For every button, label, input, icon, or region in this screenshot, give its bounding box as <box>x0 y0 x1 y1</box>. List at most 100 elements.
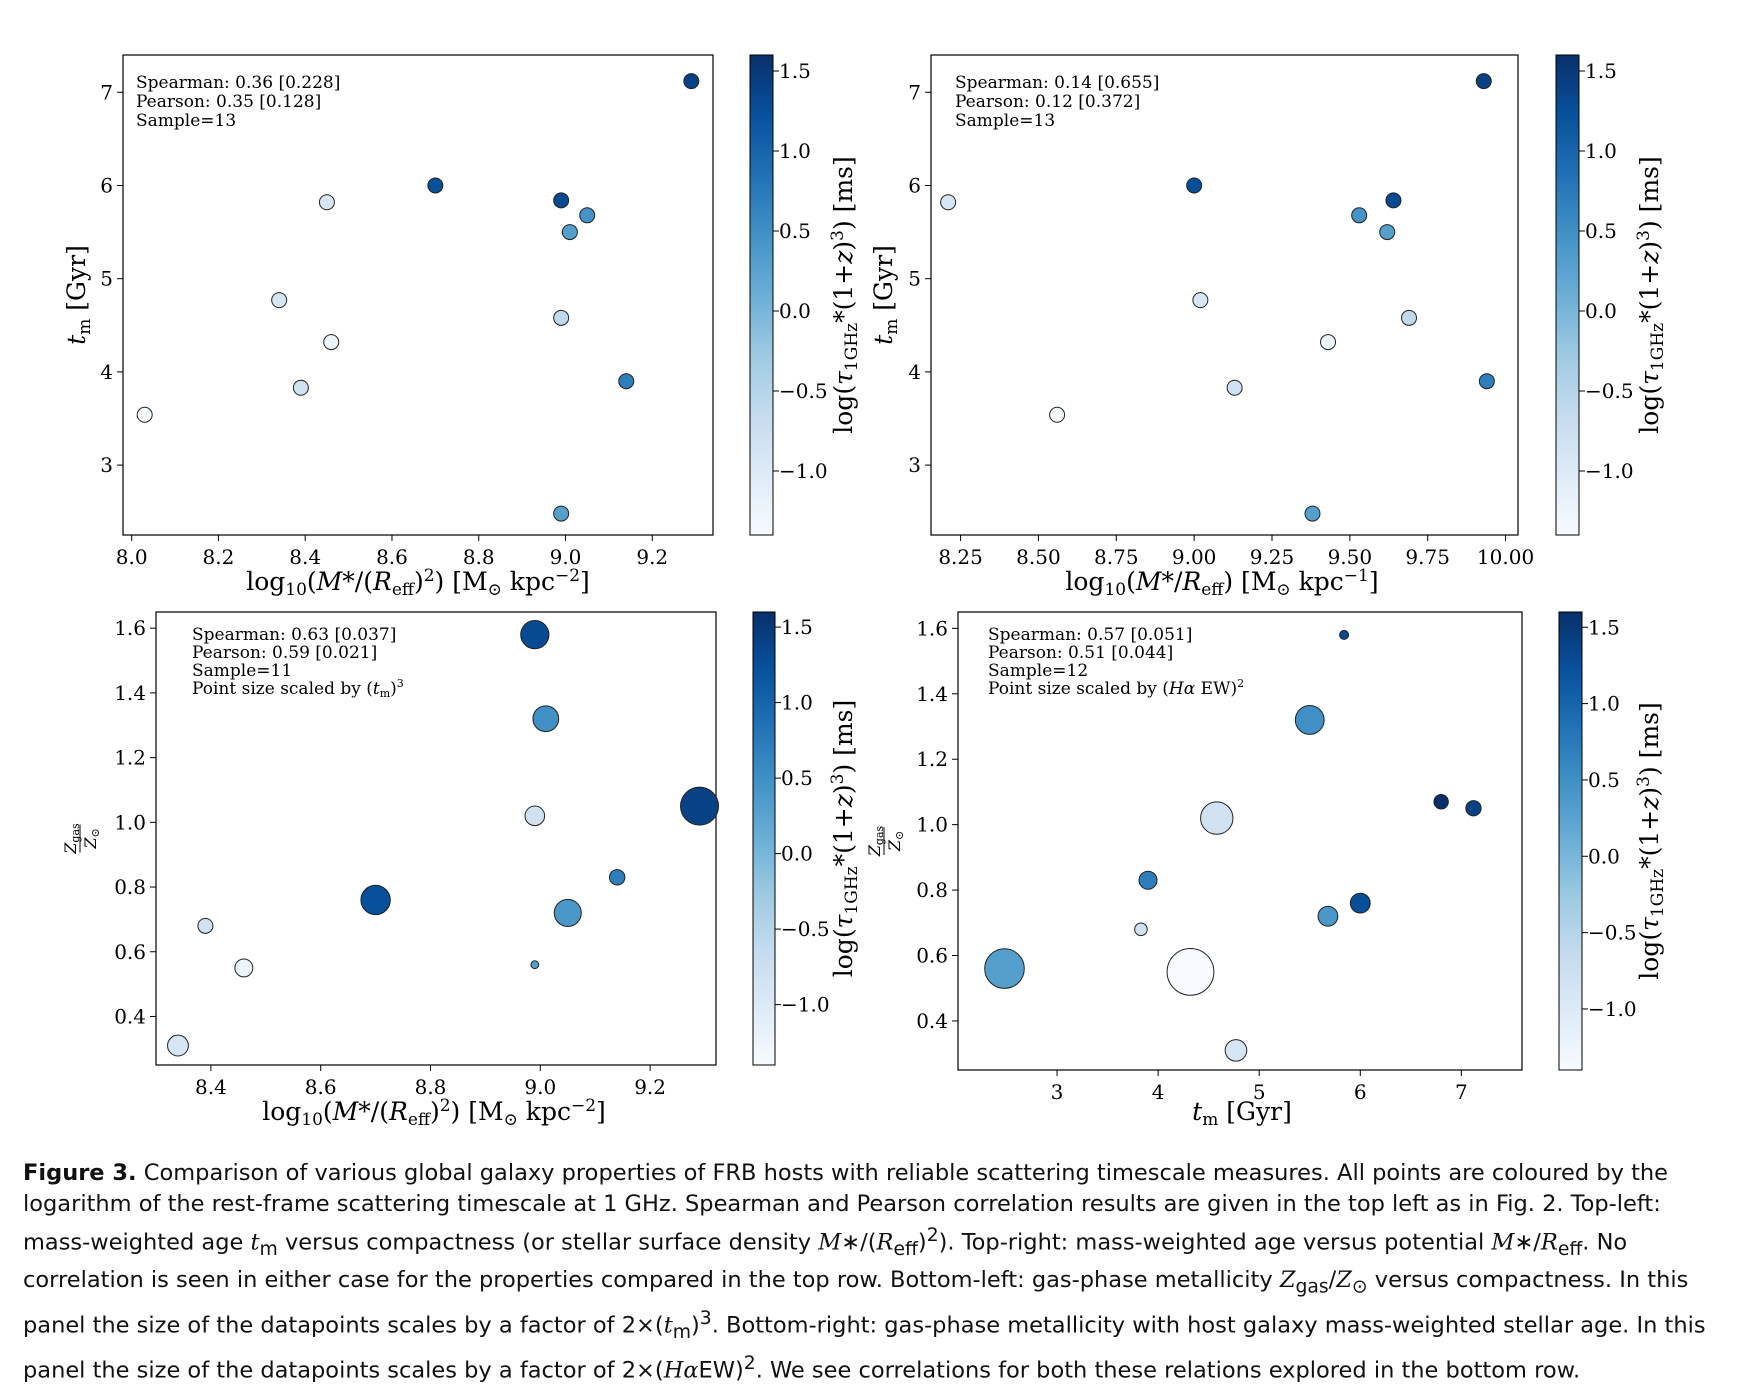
x-tick-label: 9.0 <box>524 1075 556 1099</box>
colorbar-tick-label: −0.5 <box>1585 379 1634 403</box>
x-tick-label: 9.2 <box>636 545 668 569</box>
axes-frame <box>155 611 717 1066</box>
colorbar-label: log(τ1GHz*(1+z)3) [ms] <box>828 156 862 433</box>
colorbar-tick-label: −1.0 <box>779 459 828 483</box>
data-point <box>553 309 570 326</box>
data-point <box>608 869 626 886</box>
x-tick-label: 9.25 <box>1250 545 1295 569</box>
y-tick-label: 4 <box>908 360 921 384</box>
caption-line2b: ). Top-right: mass-weighted age versus p… <box>938 1229 1485 1256</box>
caption-lead: Figure 3. <box>23 1160 137 1186</box>
y-label-den: Z⊙ <box>885 831 906 852</box>
data-point <box>683 73 700 90</box>
data-point <box>553 898 582 927</box>
colorbar-tick-label: 1.0 <box>779 139 811 163</box>
data-point <box>618 373 635 390</box>
data-point <box>1379 224 1396 241</box>
x-tick-label: 8.2 <box>203 545 235 569</box>
caption-line3b: . Bottom-right: gas-phase metallicity wi… <box>23 1312 1706 1383</box>
data-point <box>530 960 540 970</box>
stats-line: Sample=12 <box>988 661 1088 681</box>
axes-frame <box>122 54 714 536</box>
x-tick-label: 9.50 <box>1328 545 1373 569</box>
data-point <box>1224 1039 1248 1062</box>
data-point <box>197 917 214 934</box>
stats-line: Sample=13 <box>955 111 1055 131</box>
y-tick-label: 0.4 <box>916 1009 948 1033</box>
y-tick-label: 7 <box>908 80 921 104</box>
caption-line2a: versus compactness (or stellar surface d… <box>284 1229 812 1256</box>
data-point <box>1401 309 1418 326</box>
y-tick-label: 6 <box>908 173 921 197</box>
data-point <box>1200 801 1234 835</box>
colorbar-tick-label: 0.0 <box>779 299 811 323</box>
caption-line1: Comparison of various global galaxy prop… <box>23 1160 1669 1256</box>
x-tick-label: 8.6 <box>305 1075 337 1099</box>
x-axis-label: tm [Gyr] <box>1192 1097 1292 1130</box>
data-point <box>1049 406 1066 423</box>
colorbar-gradient <box>1555 54 1580 536</box>
y-axis-label: tm [Gyr] <box>869 245 902 345</box>
colorbar-tick-label: −1.0 <box>1585 459 1634 483</box>
x-tick-label: 8.4 <box>195 1075 227 1099</box>
x-tick-label: 9.2 <box>634 1075 666 1099</box>
x-tick-label: 3 <box>1051 1080 1064 1104</box>
panel-bottom-left: 8.4 8.6 8.8 9.0 9.2 0.4 0.6 0.8 1.0 1.2 1.4 1.6 log1… <box>61 611 862 1130</box>
y-tick-label: 4 <box>100 360 113 384</box>
y-label-num: Zgas <box>865 825 886 857</box>
data-point <box>167 1034 189 1057</box>
x-tick-label: 10.00 <box>1477 545 1534 569</box>
data-point <box>1134 922 1148 937</box>
y-tick-label: 0.6 <box>916 944 948 968</box>
data-point <box>561 224 578 241</box>
y-tick-label: 1.4 <box>916 682 948 706</box>
colorbar: 1.5 1.0 0.5 0.0 −0.5 −1.0 log(τ1GHz*(1+z)3) [m… <box>752 611 862 1066</box>
colorbar-tick-label: 1.5 <box>1588 615 1620 639</box>
colorbar-tick-label: −0.5 <box>779 379 828 403</box>
panel-top-right: 8.25 8.50 8.75 9.00 9.25 9.50 9.75 10.00 3 4 5 6 7 lo… <box>869 54 1668 600</box>
colorbar-label: log(τ1GHz*(1+z)3) [ms] <box>1634 156 1668 433</box>
panel-bottom-right: 3 4 5 6 7 0.4 0.6 0.8 1.0 1.2 1.4 1.6 tm [Gyr] ZgasZ⊙… <box>865 611 1668 1130</box>
stats-line: Pearson: 0.51 [0.044] <box>988 643 1173 663</box>
x-tick-label: 9.0 <box>550 545 582 569</box>
x-axis-label: log10(M*/(Reff)2) [M⊙ kpc−2] <box>246 566 590 600</box>
caption-line3c: . We see correlations for both these rel… <box>755 1357 1581 1383</box>
colorbar-tick-label: −0.5 <box>1588 921 1637 945</box>
colorbar-tick-label: 0.5 <box>1588 768 1620 792</box>
y-tick-label: 1.4 <box>114 681 146 705</box>
y-tick-label: 1.2 <box>114 746 146 770</box>
x-tick-label: 9.00 <box>1172 545 1217 569</box>
data-point <box>1320 334 1337 351</box>
y-tick-label: 0.8 <box>114 875 146 899</box>
data-point <box>1294 705 1325 735</box>
data-point <box>532 705 560 733</box>
x-tick-label: 8.50 <box>1016 545 1061 569</box>
stats-line: Spearman: 0.36 [0.228] <box>136 73 340 93</box>
stats-line: Pearson: 0.35 [0.128] <box>136 92 321 112</box>
colorbar: 1.5 1.0 0.5 0.0 −0.5 −1.0 log(τ1GHz*(1+z)3) [m… <box>1558 611 1668 1071</box>
axes-frame <box>957 611 1523 1071</box>
colorbar-tick-label: 1.5 <box>781 615 813 639</box>
data-point <box>427 177 444 194</box>
data-point <box>136 406 153 423</box>
data-point <box>520 620 550 650</box>
colorbar-tick-label: 0.5 <box>1585 219 1617 243</box>
data-point <box>1317 905 1339 927</box>
data-point <box>1138 870 1158 890</box>
y-tick-label: 0.8 <box>916 878 948 902</box>
stats-line: Sample=13 <box>136 111 236 131</box>
colorbar-label: log(τ1GHz*(1+z)3) [ms] <box>828 700 862 977</box>
colorbar-tick-label: −1.0 <box>1588 997 1637 1021</box>
data-point <box>234 958 254 978</box>
colorbar-tick-label: 0.5 <box>781 766 813 790</box>
stats-line: Spearman: 0.57 [0.051] <box>988 625 1192 645</box>
x-axis-label: log10(M*/(Reff)2) [M⊙ kpc−2] <box>262 1096 606 1130</box>
data-point <box>984 948 1025 989</box>
data-point <box>318 194 335 211</box>
y-tick-label: 0.4 <box>114 1004 146 1028</box>
colorbar-gradient <box>749 54 774 536</box>
caption-line3a: versus compactness. In this panel the si… <box>23 1267 1689 1338</box>
y-tick-label: 1.0 <box>916 813 948 837</box>
colorbar: 1.5 1.0 0.5 0.0 −0.5 −1.0 log(τ1GHz*(1+z)3) [m… <box>1555 54 1668 536</box>
data-point <box>1349 892 1371 914</box>
